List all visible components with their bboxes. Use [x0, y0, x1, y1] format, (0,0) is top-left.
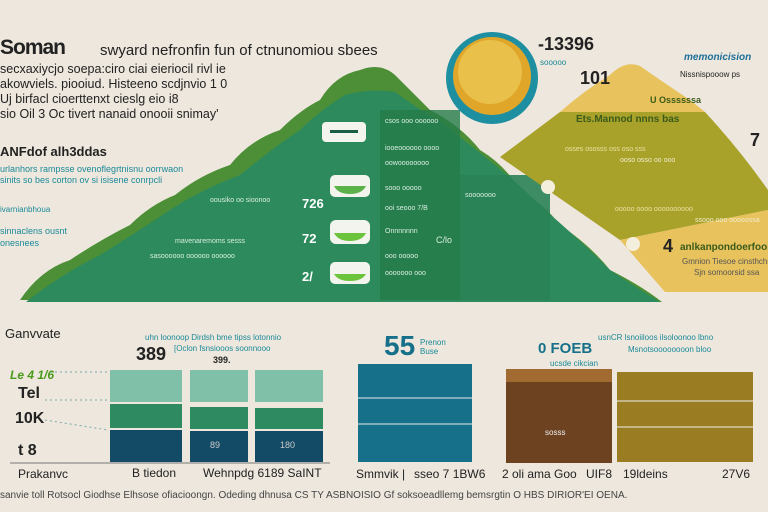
brand-tagline: Nissnispooow ps: [680, 70, 741, 79]
intro-text: secxaxiycjo soepa:ciro ciai eieriocil ri…: [0, 62, 227, 122]
pyramid-value: 72: [302, 231, 317, 246]
pyramid-label: csos ooo oooooo: [385, 118, 439, 125]
pyramid-label: oowoooooooo: [385, 160, 429, 167]
bottom-heading: Ganvvate: [5, 326, 61, 341]
intro-line: Uj birfacl cioerttenxt cieslg eio i8: [0, 92, 179, 106]
olive-bar: [617, 372, 753, 462]
yellow-number: 7: [750, 130, 761, 150]
page-title: Soman: [0, 36, 66, 59]
right-unit: ucsde cikcian: [550, 359, 599, 368]
yellow-title: anlkanpondoerfoolo: [680, 242, 768, 253]
yellow-line: ssooo ooo ooooossa: [695, 217, 760, 224]
bowl-value: -13396: [538, 34, 595, 54]
axis-label: 10K: [15, 410, 45, 427]
axis-label: t 8: [18, 442, 37, 459]
bar-value: 89: [210, 440, 221, 450]
x-label: 27V6: [722, 467, 751, 481]
yellow-title: Ets.Mannod nnns bas: [576, 114, 680, 125]
page-subtitle: swyard nefronfin fun of ctnunomiou sbees: [100, 42, 378, 59]
section-text: urlanhors rampsse ovenoflegrtnisnu oorrw…: [0, 164, 183, 186]
bowl-label: sooooo: [540, 58, 567, 67]
bar-value: sosss: [545, 428, 566, 437]
pyramid-value: 2/: [302, 269, 313, 284]
yellow-pyramid-base: [620, 210, 768, 292]
yellow-label: U Ossssssa: [650, 95, 702, 105]
bottom-note: 399.: [213, 355, 231, 365]
middle-big-value: 55: [384, 330, 416, 361]
yellow-line: ooso osso oo ooo: [620, 157, 676, 164]
bottom-note: [Oclon fsnsiooos soonnooo: [174, 344, 271, 353]
yellow-line: osses ososss oss oso sss: [565, 146, 646, 153]
brown-bar: [506, 369, 612, 463]
pyramid-label: sooo ooooo: [385, 185, 422, 192]
x-label: Smmvik |: [356, 467, 406, 481]
pyramid-label: sooooooo: [465, 192, 496, 199]
pyramid-label: Onnnnnnn: [385, 228, 418, 235]
section-line: sinnaclens ousnt: [0, 226, 68, 236]
yellow-line: Sjn somoorsid ssa: [694, 268, 760, 277]
pyramid-label: ooi seooo 7/B: [385, 205, 428, 212]
intro-line: akowviels. piooiud. Histeeno scdjnvio 1 …: [0, 77, 228, 91]
bottom-note: uhn loonoop Dirdsh bme tipss lotonnio: [145, 333, 282, 342]
x-label: sseo 7 1BW6: [414, 467, 486, 481]
intro-line: secxaxiycjo soepa:ciro ciai eieriocil ri…: [0, 62, 226, 76]
green-pyramid-panel: [380, 110, 460, 300]
x-label: Wehnpdg 6189 SaINT: [203, 466, 322, 480]
x-label: UIF8: [586, 467, 613, 481]
pyramid-label: sasoooooo oooooo oooooo: [150, 253, 235, 260]
section-line: ivarnianbhoua: [0, 205, 51, 214]
pyramid-value: 726: [302, 196, 324, 211]
axis-label: Le 4 1/6: [10, 368, 55, 382]
pyramid-label: C/lo: [436, 235, 453, 245]
pyramid-label: oousiko oo sioonoo: [210, 197, 271, 204]
bottom-big-value: 389: [136, 344, 167, 364]
bowl-icons: [322, 122, 370, 284]
section-heading: ANFdof alh3ddas: [0, 144, 107, 159]
section-line: onesnees: [0, 238, 40, 248]
left-bar-group: [44, 370, 323, 462]
yellow-pyramid-band: [500, 112, 768, 240]
green-pyramid-panel-right: [460, 175, 550, 300]
yellow-line: Gmnion Tiesoe cinsthchse: [682, 257, 768, 266]
right-big-value: 0 FOEB: [538, 340, 593, 357]
x-label: 2 oli ama Goo: [502, 467, 577, 481]
x-label: 19ldeins: [623, 467, 668, 481]
axis-label: Tel: [18, 385, 40, 402]
bowl-value: 101: [580, 68, 611, 88]
teal-bar: [358, 364, 472, 462]
pyramid-label: ooo ooooo: [385, 253, 419, 260]
footer-text: sanvie toll Rotsocl Giodhse Elhsose ofia…: [0, 490, 628, 501]
x-label: B tiedon: [132, 466, 177, 480]
x-label: Prakanvc: [18, 467, 69, 481]
brand-logo: memonicision: [684, 52, 752, 63]
right-note: Msnotsoooooooon bloo: [628, 345, 712, 354]
section-line: sinits so bes corton ov si isisene conrp…: [0, 175, 163, 185]
section-line: urlanhors rampsse ovenoflegrtnisnu oorrw…: [0, 164, 184, 174]
yellow-line: ooooo oooo oooooooooo: [615, 206, 693, 213]
bar-value: 180: [280, 440, 296, 450]
right-note: usnCR lsnoiiloos ilsoloonoo lbno: [598, 333, 714, 342]
middle-unit: Prenon Buse: [420, 338, 446, 356]
pyramid-label: ooooooo ooo: [385, 270, 426, 277]
pyramid-label: iooeoooooo oooo: [385, 145, 440, 152]
intro-line: sio Oil 3 Oc tivert nanaid onooii snimay…: [0, 107, 219, 121]
yellow-pyramid-top: [560, 64, 705, 112]
pyramid-label: mavenaremoms sesss: [175, 238, 246, 245]
yellow-value: 4: [663, 236, 674, 256]
